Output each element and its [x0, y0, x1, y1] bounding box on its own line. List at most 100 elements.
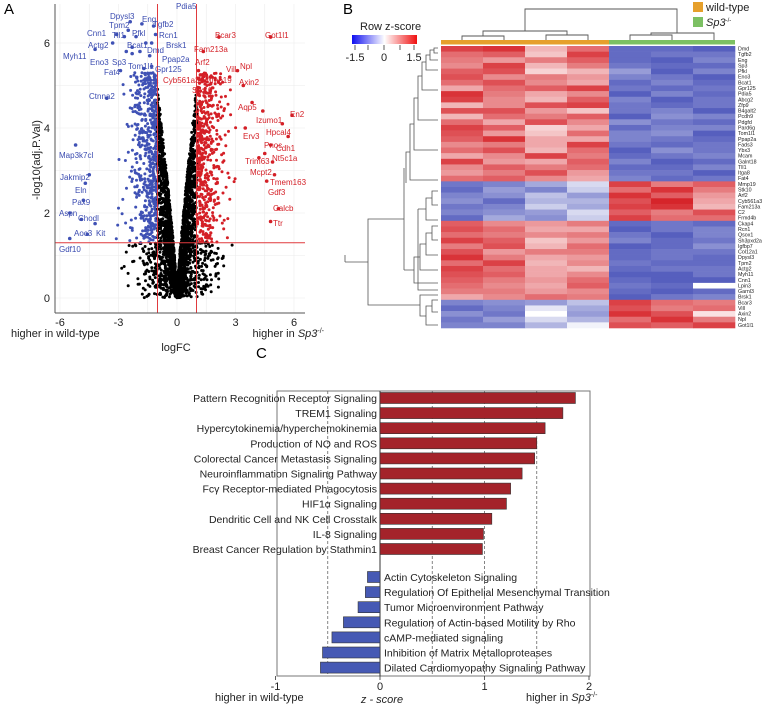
volcano-point	[152, 124, 155, 128]
volcano-point	[207, 130, 211, 134]
volcano-point	[136, 89, 139, 93]
heatmap-cell	[525, 113, 568, 120]
volcano-point	[187, 158, 191, 162]
volcano-point	[148, 92, 152, 96]
volcano-point	[186, 267, 190, 271]
volcano-point	[214, 165, 218, 169]
gene-label: Ttr	[273, 219, 283, 228]
heatmap-cell	[441, 68, 484, 75]
x-tick-label: 6	[291, 317, 297, 329]
volcano-point	[171, 283, 175, 287]
volcano-point	[168, 222, 172, 226]
x-tick-label: 0	[174, 317, 180, 329]
heatmap-cell	[441, 113, 484, 120]
volcano-point	[190, 217, 194, 220]
volcano-point	[176, 284, 180, 288]
heatmap-gene-label: Npl	[738, 317, 746, 323]
heatmap-gene-label: Got1l1	[738, 323, 754, 329]
volcano-point	[198, 257, 202, 261]
volcano-point	[228, 88, 232, 92]
volcano-point	[153, 257, 156, 261]
heatmap-cell	[609, 192, 652, 199]
volcano-point	[135, 195, 139, 199]
volcano-point	[181, 261, 185, 265]
heatmap-gene-label: Ckap4	[738, 221, 753, 227]
volcano-point	[159, 236, 163, 240]
volcano-point	[193, 234, 197, 238]
pathway-label: Regulation of Actin-based Motility by Rh…	[384, 617, 576, 629]
volcano-point	[191, 165, 195, 169]
gene-label: Tgfb2	[153, 20, 174, 29]
heatmap-cell	[609, 311, 652, 318]
pathway-label: Hypercytokinemia/hyperchemokinemia	[197, 423, 377, 435]
heatmap-cell	[567, 232, 610, 239]
volcano-point	[221, 114, 225, 118]
pathway-bar	[379, 407, 564, 419]
heatmap-cell	[567, 203, 610, 210]
volcano-point	[171, 256, 175, 260]
volcano-point	[191, 135, 194, 139]
volcano-point	[165, 186, 169, 190]
volcano-point	[184, 260, 188, 264]
heatmap-cell	[651, 102, 694, 109]
volcano-point	[165, 215, 169, 219]
volcano-point	[150, 214, 154, 218]
heatmap-cell	[651, 170, 694, 177]
volcano-point	[198, 117, 202, 121]
volcano-point	[158, 194, 162, 198]
legend-label-sp3: Sp3-/-	[706, 17, 731, 29]
heatmap-cell	[693, 215, 736, 222]
volcano-point	[142, 101, 146, 105]
volcano-point	[191, 211, 195, 215]
volcano-point	[162, 184, 166, 188]
volcano-point	[201, 292, 205, 296]
volcano-point	[148, 182, 152, 186]
heatmap-cell	[693, 294, 736, 301]
volcano-point	[201, 232, 205, 236]
heatmap-cell	[441, 153, 484, 160]
volcano-point	[204, 252, 208, 256]
heatmap-cell	[525, 271, 568, 278]
group-bar-wild-type	[441, 40, 609, 45]
volcano-point	[183, 216, 187, 220]
volcano-point	[199, 173, 203, 176]
volcano-point	[152, 105, 156, 108]
volcano-point	[128, 106, 132, 110]
heatmap-cell	[567, 209, 610, 216]
heatmap-cell	[651, 124, 694, 131]
heatmap-cell	[567, 46, 610, 52]
volcano-point	[168, 207, 172, 211]
volcano-point	[203, 256, 207, 260]
volcano-point	[159, 122, 163, 126]
heatmap-cell	[441, 187, 484, 193]
heatmap-cell	[525, 260, 568, 267]
heatmap-cell	[609, 85, 652, 92]
volcano-point	[126, 150, 130, 154]
volcano-point	[221, 160, 225, 164]
heatmap-cell	[441, 119, 484, 126]
heatmap-cell	[483, 220, 526, 227]
volcano-point	[162, 250, 166, 254]
heatmap-cell	[525, 108, 568, 114]
gene-label: Izumo1	[256, 116, 283, 125]
heatmap-cell	[525, 175, 568, 182]
heatmap-cell	[483, 260, 526, 267]
heatmap-cell	[525, 153, 568, 160]
volcano-point	[130, 177, 134, 181]
volcano-point	[171, 246, 175, 250]
volcano-point	[166, 254, 169, 258]
volcano-point	[196, 89, 200, 93]
heatmap-cell	[609, 108, 652, 114]
heatmap-gene-label: C2	[738, 210, 745, 216]
volcano-point	[159, 222, 163, 226]
volcano-point	[165, 284, 169, 288]
volcano-point	[124, 250, 128, 254]
volcano-point	[122, 92, 126, 96]
volcano-point	[165, 225, 169, 229]
volcano-point	[210, 243, 214, 247]
volcano-point	[164, 248, 168, 251]
heatmap-cell	[693, 74, 736, 81]
volcano-point	[212, 164, 216, 167]
volcano-point	[126, 125, 130, 128]
volcano-point	[226, 217, 230, 221]
